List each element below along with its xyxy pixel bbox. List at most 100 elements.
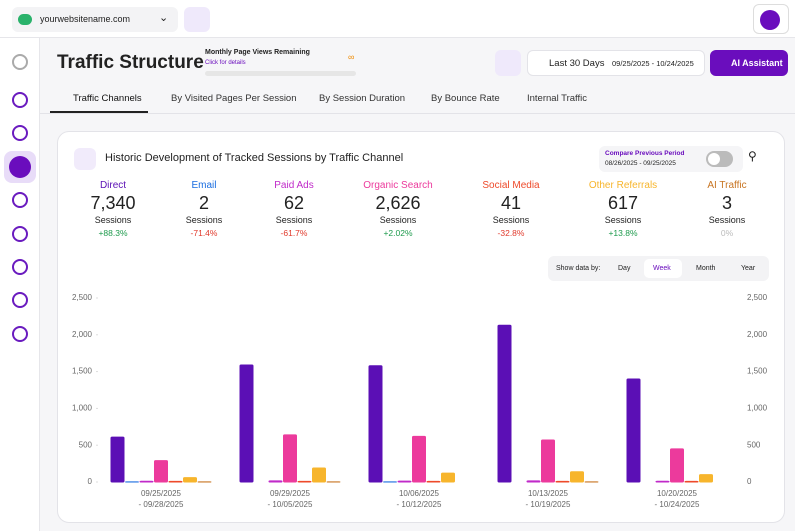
site-icon <box>18 14 32 25</box>
stat-value: 2 <box>198 193 209 213</box>
top-bar: yourwebsitename.com ⌄ <box>0 0 795 38</box>
y2-tick-label: 0 <box>747 477 752 486</box>
bar <box>699 474 713 483</box>
nav-icon[interactable] <box>12 326 28 342</box>
bar <box>139 480 154 483</box>
bar <box>626 378 641 483</box>
sidebar <box>0 38 40 531</box>
stat-unit: Sessions <box>492 215 530 225</box>
nav-active[interactable] <box>4 151 36 183</box>
stat-name: Other Referrals <box>588 180 658 191</box>
stat-name: Social Media <box>482 180 540 191</box>
x-tick-label: - 10/12/2025 <box>397 500 442 509</box>
stat-unit: Sessions <box>185 215 223 225</box>
tab[interactable]: Traffic Channels <box>73 93 142 104</box>
granularity-selector: Show data by: Day Week Month Year <box>548 256 769 281</box>
date-range: 09/25/2025 - 10/24/2025 <box>612 59 694 68</box>
tab[interactable]: Internal Traffic <box>527 93 588 104</box>
bar <box>154 460 168 483</box>
bar <box>541 439 555 483</box>
account-button[interactable] <box>753 4 789 34</box>
stat-change: -71.4% <box>190 228 218 238</box>
ai-assistant-button[interactable]: AI Assistant <box>710 50 788 76</box>
y-tick-label: 1,500 <box>72 367 93 376</box>
x-tick-label: 09/29/2025 <box>270 489 311 498</box>
stat-value: 7,340 <box>90 193 136 213</box>
refresh-button[interactable] <box>495 50 521 76</box>
stat-value: 2,626 <box>375 193 421 213</box>
bar <box>555 480 570 483</box>
granularity-option[interactable]: Day <box>618 265 631 272</box>
avatar <box>760 10 780 30</box>
x-tick-label: - 09/28/2025 <box>139 500 184 509</box>
stat-name: Paid Ads <box>274 180 314 191</box>
granularity-option[interactable]: Week <box>644 259 682 278</box>
period: Last 30 Days <box>549 58 605 69</box>
nav-icon[interactable] <box>12 192 28 208</box>
nav-icon[interactable] <box>12 259 28 275</box>
compare-toggle[interactable] <box>706 151 733 167</box>
open-site-button[interactable] <box>184 7 210 32</box>
nav-icon[interactable] <box>12 54 28 70</box>
stat-value: 41 <box>500 193 522 213</box>
compare-box: Compare Previous Period 08/26/2025 - 09/… <box>599 146 743 172</box>
tab[interactable]: By Visited Pages Per Session <box>171 93 297 104</box>
bar <box>168 480 183 483</box>
nav-icon[interactable] <box>12 226 28 242</box>
bar <box>239 364 254 483</box>
card-icon <box>74 148 96 170</box>
x-tick-label: 10/13/2025 <box>528 489 569 498</box>
stat: Social Media 41 Sessions -32.8% <box>461 180 561 238</box>
bar <box>670 448 684 483</box>
bar <box>570 471 584 483</box>
stat: Direct 7,340 Sessions +88.3% <box>63 180 163 238</box>
quota-link[interactable]: Click for details <box>205 60 246 66</box>
stat: Organic Search 2,626 Sessions +2.02% <box>348 180 448 238</box>
y2-tick-label: 2,000 <box>747 330 768 339</box>
quota-bar <box>205 71 356 76</box>
bar <box>312 467 326 483</box>
granularity-option[interactable]: Month <box>696 265 716 272</box>
site-selector[interactable]: yourwebsitename.com ⌄ <box>12 7 178 32</box>
nav-icon[interactable] <box>12 125 28 141</box>
bar <box>426 480 441 483</box>
y2-tick-label: 1,000 <box>747 404 768 413</box>
stat-value: 3 <box>721 193 732 213</box>
bar <box>297 480 312 483</box>
stat-name: Organic Search <box>363 180 433 191</box>
tab[interactable]: By Session Duration <box>319 93 406 104</box>
nav-icon[interactable] <box>12 292 28 308</box>
bar <box>412 435 426 483</box>
bar <box>283 434 297 483</box>
quota-value: ∞ <box>348 52 355 62</box>
stat-unit: Sessions <box>379 215 417 225</box>
x-tick-label: 10/06/2025 <box>399 489 440 498</box>
y-tick-label: 0 <box>88 477 93 486</box>
stat-change: 0% <box>720 228 734 238</box>
x-tick-label: - 10/19/2025 <box>526 500 571 509</box>
y-tick-label: 2,500 <box>72 293 93 302</box>
page-title: Traffic Structure <box>57 52 204 73</box>
stat-change: -32.8% <box>497 228 525 238</box>
y2-tick-label: 2,500 <box>747 293 768 302</box>
filter-button[interactable]: ⚲ <box>748 149 757 163</box>
stat-change: +88.3% <box>98 228 128 238</box>
compare-label: Compare Previous Period <box>605 150 685 157</box>
tab[interactable]: By Bounce Rate <box>431 93 500 104</box>
bar <box>110 436 125 483</box>
stat: Email 2 Sessions -71.4% <box>154 180 254 238</box>
bar <box>497 324 512 483</box>
site-name: yourwebsitename.com <box>40 14 131 24</box>
date-picker[interactable]: Last 30 Days 09/25/2025 - 10/24/2025 <box>527 50 705 76</box>
stat-value: 62 <box>283 193 305 213</box>
nav-icon[interactable] <box>12 92 28 108</box>
granularity-option[interactable]: Year <box>741 265 756 272</box>
x-tick-label: - 10/05/2025 <box>268 500 313 509</box>
stat-unit: Sessions <box>275 215 313 225</box>
stat-change: -61.7% <box>280 228 308 238</box>
x-tick-label: 09/25/2025 <box>141 489 182 498</box>
quota-title: Monthly Page Views Remaining <box>205 49 310 56</box>
stat: Other Referrals 617 Sessions +13.8% <box>573 180 673 238</box>
y-tick-label: 500 <box>79 440 93 449</box>
